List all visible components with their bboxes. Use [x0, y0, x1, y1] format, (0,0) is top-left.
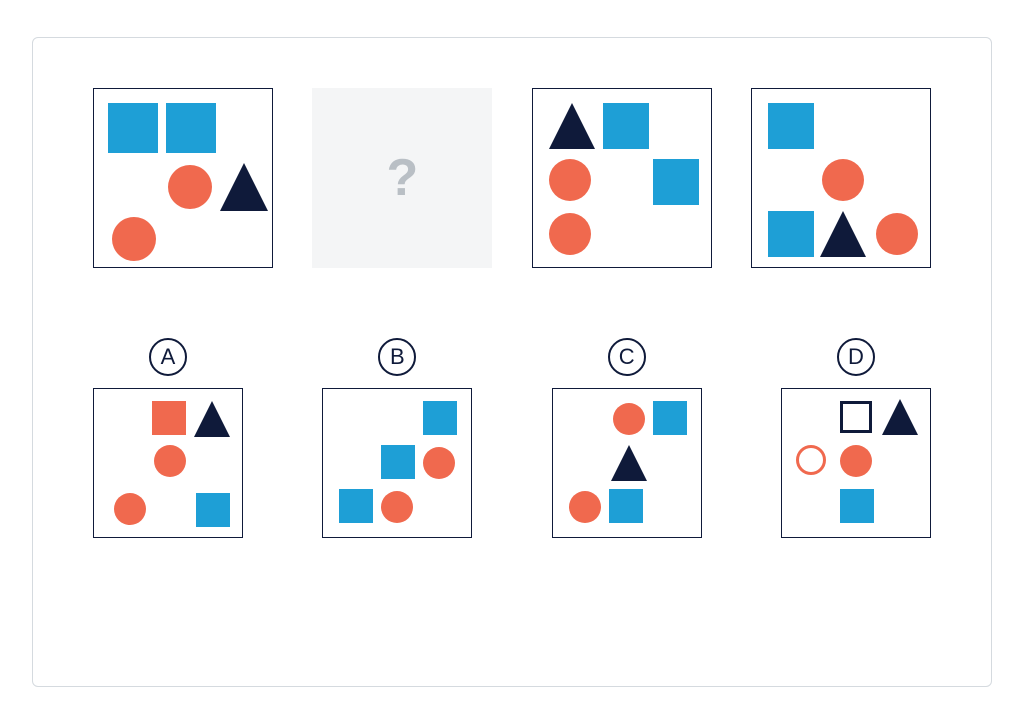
- triangle-shape: [549, 103, 595, 149]
- circle-shape: [168, 165, 212, 209]
- square-shape: [840, 401, 872, 433]
- triangle-shape: [611, 445, 647, 481]
- square-shape: [339, 489, 373, 523]
- square-shape: [768, 103, 814, 149]
- square-shape: [603, 103, 649, 149]
- circle-shape: [381, 491, 413, 523]
- circle-shape: [876, 213, 918, 255]
- sequence-row: ?: [93, 88, 931, 268]
- square-shape: [423, 401, 457, 435]
- option-panel: [93, 388, 243, 538]
- circle-shape: [549, 213, 591, 255]
- circle-shape: [114, 493, 146, 525]
- answer-option[interactable]: B: [322, 338, 472, 538]
- square-shape: [840, 489, 874, 523]
- square-shape: [152, 401, 186, 435]
- square-shape: [381, 445, 415, 479]
- circle-shape: [840, 445, 872, 477]
- option-label: A: [149, 338, 187, 376]
- puzzle-card: ? A B C D: [32, 37, 992, 687]
- option-label: D: [837, 338, 875, 376]
- triangle-shape: [820, 211, 866, 257]
- circle-shape: [822, 159, 864, 201]
- option-panel: [552, 388, 702, 538]
- triangle-shape: [220, 163, 268, 211]
- sequence-panel: [93, 88, 273, 268]
- unknown-panel: ?: [312, 88, 492, 268]
- option-label: C: [608, 338, 646, 376]
- triangle-shape: [882, 399, 918, 435]
- option-panel: [781, 388, 931, 538]
- answer-option[interactable]: A: [93, 338, 243, 538]
- options-row: A B C D: [93, 338, 931, 538]
- circle-shape: [423, 447, 455, 479]
- triangle-shape: [194, 401, 230, 437]
- circle-shape: [613, 403, 645, 435]
- square-shape: [653, 159, 699, 205]
- option-label: B: [378, 338, 416, 376]
- square-shape: [768, 211, 814, 257]
- question-mark-icon: ?: [386, 148, 418, 208]
- square-shape: [166, 103, 216, 153]
- answer-option[interactable]: C: [552, 338, 702, 538]
- sequence-panel: [751, 88, 931, 268]
- square-shape: [653, 401, 687, 435]
- sequence-panel: [532, 88, 712, 268]
- circle-shape: [549, 159, 591, 201]
- option-panel: [322, 388, 472, 538]
- square-shape: [609, 489, 643, 523]
- circle-shape: [569, 491, 601, 523]
- answer-option[interactable]: D: [781, 338, 931, 538]
- square-shape: [196, 493, 230, 527]
- square-shape: [108, 103, 158, 153]
- circle-shape: [154, 445, 186, 477]
- circle-shape: [796, 445, 826, 475]
- circle-shape: [112, 217, 156, 261]
